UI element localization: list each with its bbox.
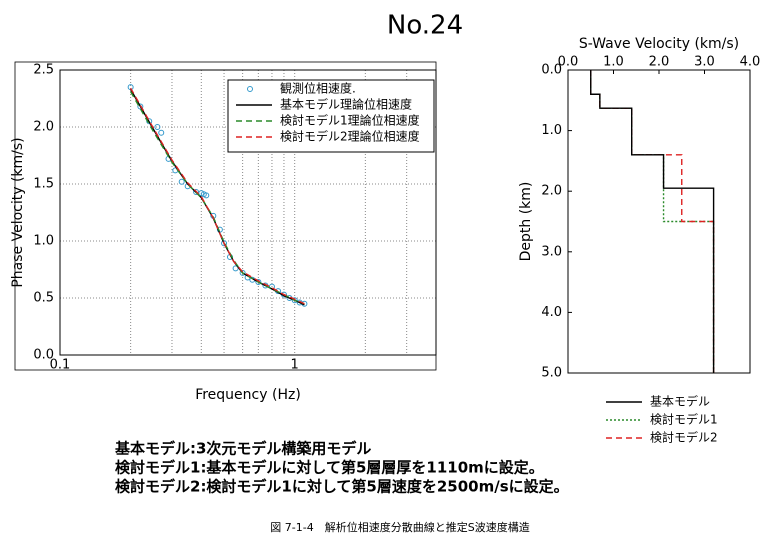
x-tick-label: 0.0 <box>558 55 579 70</box>
data-point <box>291 297 298 304</box>
x-tick-label: 1 <box>291 358 299 373</box>
y-axis-label: Depth (km) <box>518 182 534 262</box>
y-tick-label: 0.0 <box>33 348 54 363</box>
data-point <box>146 118 153 125</box>
y-axis-label: Phase Velocity (km/s) <box>10 137 26 287</box>
y-tick-label: 2.0 <box>541 184 562 199</box>
data-point <box>137 103 144 110</box>
data-point <box>232 265 239 272</box>
legend-label: 検討モデル1 <box>650 412 718 427</box>
data-line <box>590 70 715 373</box>
y-tick-label: 0.5 <box>33 291 54 306</box>
legend-marker <box>247 86 253 92</box>
legend-label: 検討モデル2 <box>650 430 718 445</box>
x-tick-label: 2.0 <box>649 55 670 70</box>
x-tick-label: 4.0 <box>740 55 761 70</box>
y-tick-label: 2.5 <box>33 63 54 78</box>
x-axis-label: Frequency (Hz) <box>195 387 301 403</box>
data-line <box>590 70 715 373</box>
y-tick-label: 1.5 <box>33 177 54 192</box>
data-point <box>154 124 161 130</box>
y-tick-label: 1.0 <box>33 234 54 249</box>
plot-frame <box>59 69 437 356</box>
data-point <box>255 279 262 286</box>
data-line <box>130 87 305 305</box>
legend-label: 基本モデル理論位相速度 <box>280 97 412 112</box>
note: 検討モデル1:基本モデルに対して第5層層厚を1110mに設定。 <box>115 459 544 477</box>
data-point <box>178 178 185 185</box>
data-point <box>203 192 210 199</box>
x-tick-label: 3.0 <box>694 55 715 70</box>
data-point <box>221 240 228 247</box>
legend-label: 検討モデル1理論位相速度 <box>280 113 420 128</box>
legend-label: 検討モデル2理論位相速度 <box>280 129 420 144</box>
caption: 図 7-1-4 解析位相速度分散曲線と推定S波速度構造 <box>270 520 529 534</box>
data-point <box>239 269 246 276</box>
note: 基本モデル:3次元モデル構築用モデル <box>114 440 371 458</box>
legend-label: 基本モデル <box>650 394 710 409</box>
y-tick-label: 1.0 <box>541 123 562 138</box>
x-tick-label: 0.1 <box>50 358 71 373</box>
legend-label: 観測位相速度. <box>280 81 356 96</box>
y-tick-label: 4.0 <box>541 305 562 320</box>
x-axis-label: S-Wave Velocity (km/s) <box>579 36 739 52</box>
data-point <box>158 129 165 136</box>
y-tick-label: 5.0 <box>541 366 562 381</box>
page-title: No.24 <box>387 11 463 41</box>
y-tick-label: 3.0 <box>541 244 562 259</box>
plot-frame <box>567 69 751 374</box>
y-tick-label: 0.0 <box>541 63 562 78</box>
legend-box <box>227 79 435 153</box>
x-tick-label: 1.0 <box>603 55 624 70</box>
note: 検討モデル2:検討モデル1に対して第5層速度を2500m/sに設定。 <box>115 478 569 496</box>
y-tick-label: 2.0 <box>33 120 54 135</box>
